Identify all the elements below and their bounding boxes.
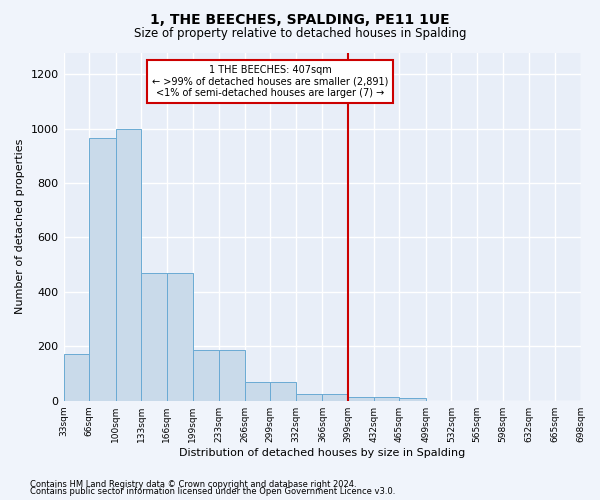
- Y-axis label: Number of detached properties: Number of detached properties: [15, 139, 25, 314]
- Text: 1, THE BEECHES, SPALDING, PE11 1UE: 1, THE BEECHES, SPALDING, PE11 1UE: [150, 12, 450, 26]
- Text: Size of property relative to detached houses in Spalding: Size of property relative to detached ho…: [134, 28, 466, 40]
- Bar: [245, 382, 271, 400]
- Bar: [141, 273, 167, 400]
- Text: Contains HM Land Registry data © Crown copyright and database right 2024.: Contains HM Land Registry data © Crown c…: [30, 480, 356, 489]
- Text: 1 THE BEECHES: 407sqm
← >99% of detached houses are smaller (2,891)
<1% of semi-: 1 THE BEECHES: 407sqm ← >99% of detached…: [152, 64, 389, 98]
- Bar: [400, 398, 426, 400]
- Bar: [64, 354, 89, 401]
- X-axis label: Distribution of detached houses by size in Spalding: Distribution of detached houses by size …: [179, 448, 465, 458]
- Bar: [219, 350, 245, 401]
- Bar: [167, 273, 193, 400]
- Bar: [271, 382, 296, 400]
- Bar: [322, 394, 348, 400]
- Text: Contains public sector information licensed under the Open Government Licence v3: Contains public sector information licen…: [30, 487, 395, 496]
- Bar: [89, 138, 116, 400]
- Bar: [348, 396, 374, 400]
- Bar: [193, 350, 219, 401]
- Bar: [374, 396, 400, 400]
- Bar: [116, 128, 141, 400]
- Bar: [296, 394, 322, 400]
